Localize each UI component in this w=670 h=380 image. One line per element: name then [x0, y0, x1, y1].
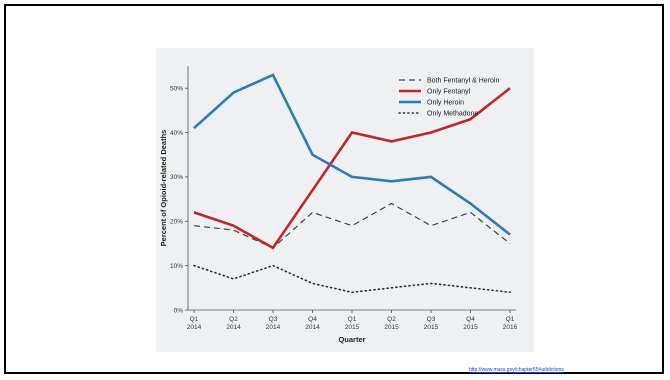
x-tick-label-quarter: Q1 — [348, 316, 357, 323]
x-tick-label-year: 2014 — [266, 324, 281, 331]
y-tick-label: 0% — [174, 307, 184, 314]
y-tick-label: 10% — [170, 263, 183, 270]
y-tick-label: 50% — [170, 85, 183, 92]
x-tick-label-year: 2014 — [226, 324, 241, 331]
legend-label-2: Only Heroin — [427, 99, 464, 106]
source-link[interactable]: http://www.mass.gov/chapter55#addictions — [469, 367, 564, 373]
x-tick-label-quarter: Q1 — [506, 316, 515, 323]
series-line-3 — [193, 264, 511, 294]
series-line-1 — [193, 87, 511, 250]
x-tick-label-year: 2014 — [305, 324, 320, 331]
x-tick-label-quarter: Q2 — [387, 316, 396, 323]
legend-label-1: Only Fentanyl — [427, 88, 471, 95]
x-tick-label-year: 2015 — [384, 324, 399, 331]
series-line-2 — [193, 73, 511, 236]
y-tick-label: 30% — [170, 174, 183, 181]
x-tick-label-quarter: Q4 — [466, 316, 475, 323]
y-tick-label: 20% — [170, 219, 183, 226]
slide-frame: 0% 10% 20% 30% 40% 50% Q1 2014 Q2 2014 Q3 2014 Q4 201… — [4, 4, 664, 374]
y-axis-title: Percent of Opioid-related Deaths — [159, 130, 168, 247]
x-tick-label-quarter: Q4 — [308, 316, 317, 323]
legend-label-0: Both Fentanyl & Heroin — [427, 77, 499, 84]
x-tick-label-year: 2015 — [463, 324, 478, 331]
line-chart: 0%10%20%30%40%50%Q12014Q22014Q32014Q4201… — [159, 66, 518, 344]
series-line-0 — [193, 202, 511, 249]
x-tick-label-year: 2015 — [424, 324, 439, 331]
legend-label-3: Only Methadone — [427, 110, 478, 117]
x-tick-label-year: 2016 — [503, 324, 518, 331]
x-tick-label-quarter: Q3 — [427, 316, 436, 323]
x-tick-label-year: 2015 — [345, 324, 360, 331]
chart-panel: 0% 10% 20% 30% 40% 50% Q1 2014 Q2 2014 Q3 2014 Q4 201… — [156, 48, 534, 352]
x-tick-label-quarter: Q1 — [190, 316, 199, 323]
x-tick-label-quarter: Q2 — [229, 316, 238, 323]
y-tick-label: 40% — [170, 130, 183, 137]
x-tick-label-quarter: Q3 — [269, 316, 278, 323]
x-tick-label-year: 2014 — [187, 324, 202, 331]
x-axis-title: Quarter — [338, 335, 365, 344]
